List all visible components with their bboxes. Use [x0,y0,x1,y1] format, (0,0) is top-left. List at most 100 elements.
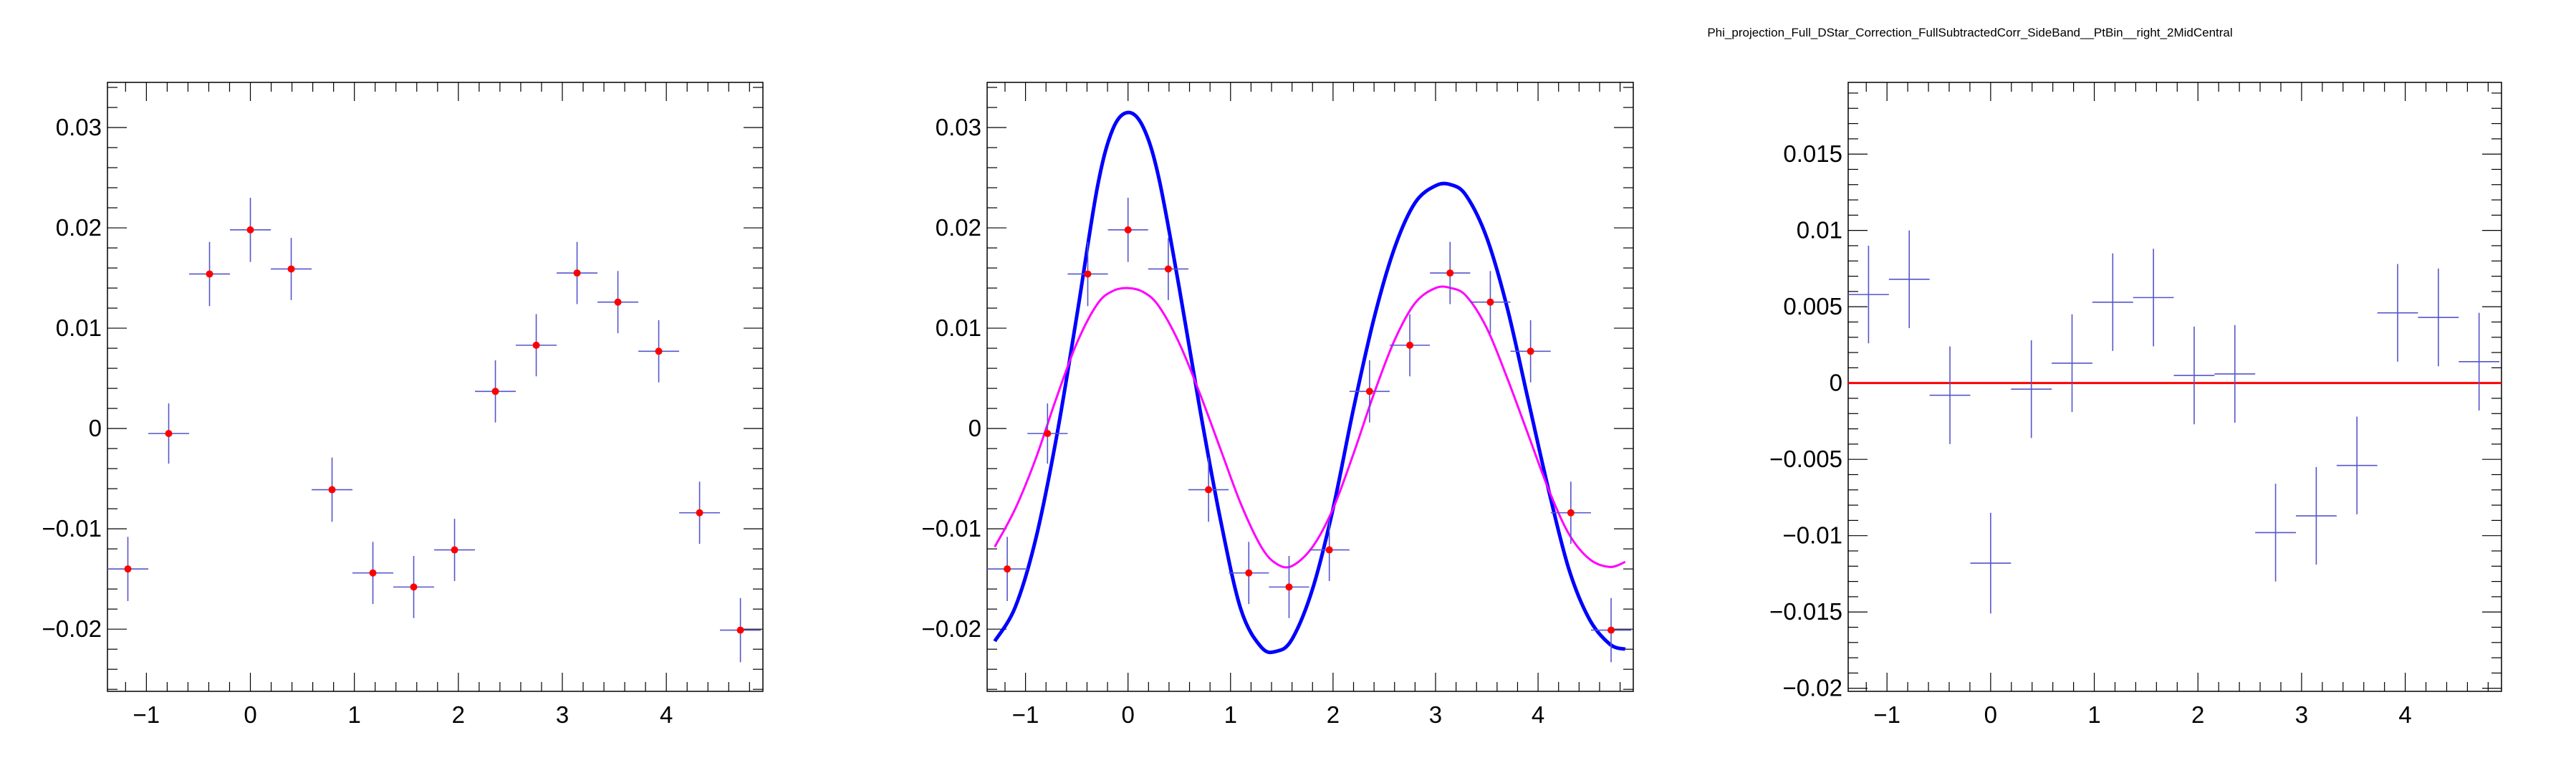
data-point [2173,326,2215,425]
data-marker [451,546,458,554]
data-point [230,198,271,262]
data-point [1188,457,1229,522]
y-tick-label: −0.02 [922,615,982,642]
y-tick-label: −0.015 [1769,598,1842,625]
data-point [720,597,761,663]
data-marker [1164,265,1172,273]
data-point [1510,320,1551,383]
data-marker [369,569,377,577]
data-point [516,314,557,377]
x-tick-label: 3 [1429,701,1442,728]
x-tick-label: 1 [347,701,360,728]
y-tick-label: 0.015 [1783,140,1842,167]
data-point [1269,555,1309,618]
data-point [1430,241,1471,304]
data-point [2459,312,2500,411]
y-tick-label: 0.01 [936,315,981,341]
data-marker [1084,270,1092,278]
x-tick-label: 3 [2295,701,2308,728]
data-point [1067,241,1108,307]
x-tick-label: −1 [1012,701,1039,728]
y-tick-label: 0.01 [1797,217,1842,244]
data-point [1590,597,1632,663]
data-marker [573,269,581,277]
y-tick-label: 0.005 [1783,293,1842,320]
data-marker [696,509,703,517]
chart-panel-2: −1 0 1 2 3 4 −0.02 −0.01 0 0.01 0.02 0.03 [922,82,1634,728]
data-point [148,403,190,464]
data-point [2011,340,2052,438]
data-marker [1205,486,1213,494]
x-tick-label: 4 [2398,701,2411,728]
data-marker [736,626,744,634]
data-point [1970,512,2012,614]
y-tick-label: 0.01 [56,315,102,341]
data-marker [287,265,295,273]
data-marker [124,565,132,573]
data-marker [1245,569,1253,577]
chart-panel-1: −1 0 1 2 3 4 −0.02 −0.01 0 0.01 0.02 0.03 [42,82,764,728]
data-point [2255,484,2297,582]
plot-frame [107,82,764,692]
data-point [2296,466,2337,565]
data-point [2377,264,2418,362]
y-tick-label: −0.01 [922,515,982,542]
data-point [1107,198,1148,262]
data-point [1550,481,1591,544]
data-point [475,360,516,423]
x-tick-label: 2 [2191,701,2204,728]
data-point [1470,271,1511,334]
data-point [2418,268,2459,367]
data-marker [655,347,663,355]
x-tick-label: 2 [1327,701,1340,728]
data-point [189,241,231,307]
data-marker [1004,565,1011,573]
data-point [2336,416,2378,514]
y-tick-label: −0.01 [42,515,102,542]
data-point [1027,403,1068,464]
y-tick-label: 0.03 [936,114,981,140]
data-point [597,271,639,334]
y-tick-label: 0 [89,415,102,441]
data-point [271,238,312,300]
data-point [557,241,598,304]
x-tick-label: 0 [1121,701,1134,728]
y-tick-label: −0.02 [1783,675,1843,701]
y-tick-label: −0.01 [1783,522,1843,549]
data-marker [165,430,173,438]
fit-curve-blue [993,110,1626,655]
data-marker [1124,226,1132,234]
data-point [2092,253,2133,351]
plot-frame [986,82,1634,692]
data-point [1148,238,1188,300]
data-marker [246,226,254,234]
data-point [2214,325,2256,423]
chart-panel-3: −1 0 1 2 3 4 −0.02 −0.015 −0.01 −0.005 0 0.005 0.01 0… [1769,82,2502,728]
data-marker [1527,347,1534,355]
y-tick-label: −0.005 [1769,446,1842,472]
x-tick-label: 2 [452,701,465,728]
data-point [352,542,394,605]
data-point [1309,519,1350,581]
data-point [1349,360,1390,423]
data-point [679,481,721,544]
page-title: Phi_projection_Full_DStar_Correction_Ful… [1707,26,2233,39]
y-tick-label: 0.02 [56,214,102,241]
data-marker [1446,269,1454,277]
data-point [393,555,435,618]
data-marker [1567,509,1575,517]
x-tick-label: 3 [556,701,569,728]
x-tick-label: 1 [2087,701,2100,728]
data-point [1229,542,1269,605]
data-marker [614,298,622,306]
data-point [638,320,680,383]
plot-frame [1847,82,2502,692]
x-tick-label: 1 [1224,701,1237,728]
data-point [434,519,476,581]
data-marker [1406,341,1414,349]
data-marker [1044,430,1052,438]
y-tick-label: 0.02 [936,214,981,241]
data-marker [1365,388,1373,395]
x-tick-label: 0 [244,701,256,728]
